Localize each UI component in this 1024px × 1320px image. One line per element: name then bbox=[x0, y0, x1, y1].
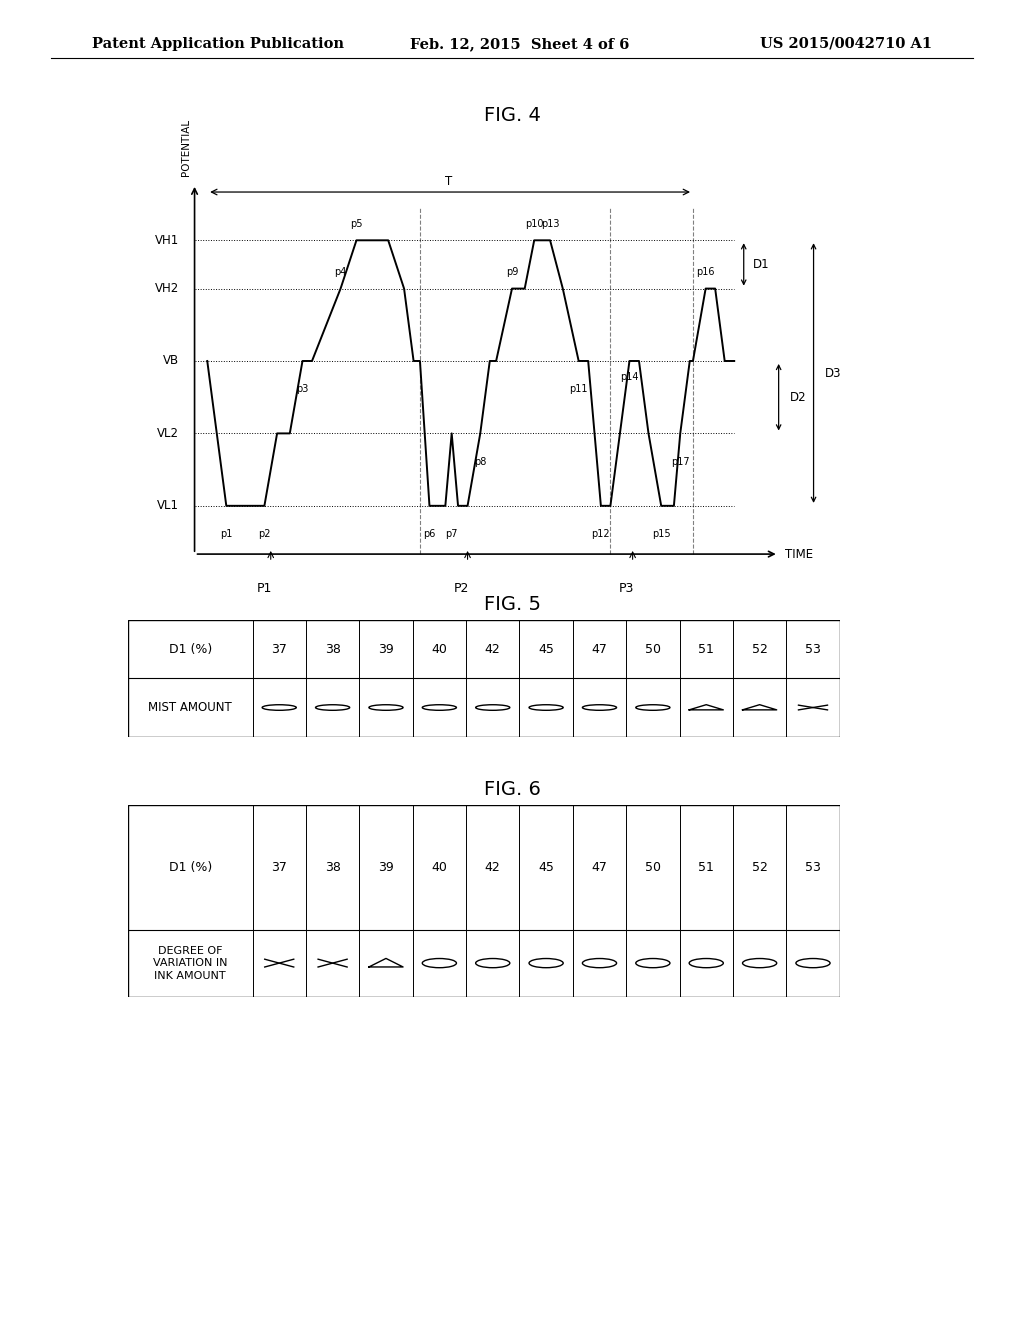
Text: MIST AMOUNT: MIST AMOUNT bbox=[148, 701, 232, 714]
Text: D1 (%): D1 (%) bbox=[169, 643, 212, 656]
Text: p10: p10 bbox=[525, 219, 544, 230]
Text: 51: 51 bbox=[698, 861, 714, 874]
Text: D3: D3 bbox=[825, 367, 842, 380]
Text: FIG. 4: FIG. 4 bbox=[483, 107, 541, 125]
Text: 39: 39 bbox=[378, 643, 394, 656]
Text: 52: 52 bbox=[752, 643, 768, 656]
Text: TIME: TIME bbox=[785, 548, 813, 561]
Text: T: T bbox=[444, 176, 453, 187]
Text: 38: 38 bbox=[325, 643, 341, 656]
Text: p3: p3 bbox=[296, 384, 308, 395]
Text: p11: p11 bbox=[569, 384, 588, 395]
Text: 51: 51 bbox=[698, 643, 714, 656]
Text: p17: p17 bbox=[671, 457, 689, 466]
Text: VH2: VH2 bbox=[155, 282, 178, 296]
Text: 38: 38 bbox=[325, 861, 341, 874]
Text: DEGREE OF
VARIATION IN
INK AMOUNT: DEGREE OF VARIATION IN INK AMOUNT bbox=[153, 945, 227, 981]
Text: p15: p15 bbox=[652, 529, 671, 539]
Text: 40: 40 bbox=[431, 643, 447, 656]
Text: p1: p1 bbox=[220, 529, 232, 539]
Text: 53: 53 bbox=[805, 643, 821, 656]
Text: Feb. 12, 2015  Sheet 4 of 6: Feb. 12, 2015 Sheet 4 of 6 bbox=[410, 37, 629, 51]
Text: p8: p8 bbox=[474, 457, 486, 466]
Text: 53: 53 bbox=[805, 861, 821, 874]
Text: VL2: VL2 bbox=[157, 426, 178, 440]
Text: P1: P1 bbox=[257, 582, 272, 595]
Text: P3: P3 bbox=[618, 582, 634, 595]
Text: 37: 37 bbox=[271, 643, 287, 656]
Text: p12: p12 bbox=[592, 529, 610, 539]
Text: 42: 42 bbox=[484, 643, 501, 656]
Text: 45: 45 bbox=[539, 643, 554, 656]
Text: p4: p4 bbox=[335, 268, 347, 277]
Text: 37: 37 bbox=[271, 861, 287, 874]
Text: FIG. 5: FIG. 5 bbox=[483, 595, 541, 614]
Text: Patent Application Publication: Patent Application Publication bbox=[92, 37, 344, 51]
Text: 45: 45 bbox=[539, 861, 554, 874]
Text: p7: p7 bbox=[445, 529, 458, 539]
Text: 47: 47 bbox=[592, 861, 607, 874]
Text: p5: p5 bbox=[350, 219, 362, 230]
Text: p6: p6 bbox=[423, 529, 435, 539]
Text: p16: p16 bbox=[696, 268, 715, 277]
Text: 40: 40 bbox=[431, 861, 447, 874]
Text: 42: 42 bbox=[484, 861, 501, 874]
Text: 47: 47 bbox=[592, 643, 607, 656]
Text: VB: VB bbox=[163, 355, 178, 367]
Text: D1 (%): D1 (%) bbox=[169, 861, 212, 874]
Text: p13: p13 bbox=[541, 219, 559, 230]
Text: p9: p9 bbox=[506, 268, 518, 277]
Text: D2: D2 bbox=[790, 391, 806, 404]
Text: p2: p2 bbox=[258, 529, 270, 539]
Text: POTENTIAL: POTENTIAL bbox=[181, 119, 191, 176]
Text: US 2015/0042710 A1: US 2015/0042710 A1 bbox=[760, 37, 932, 51]
Text: 39: 39 bbox=[378, 861, 394, 874]
Text: 50: 50 bbox=[645, 861, 660, 874]
Text: p14: p14 bbox=[621, 372, 639, 381]
Text: VH1: VH1 bbox=[155, 234, 178, 247]
Text: FIG. 6: FIG. 6 bbox=[483, 780, 541, 799]
Text: VL1: VL1 bbox=[157, 499, 178, 512]
Text: 52: 52 bbox=[752, 861, 768, 874]
Text: 50: 50 bbox=[645, 643, 660, 656]
Text: D1: D1 bbox=[754, 257, 770, 271]
Text: P2: P2 bbox=[454, 582, 469, 595]
